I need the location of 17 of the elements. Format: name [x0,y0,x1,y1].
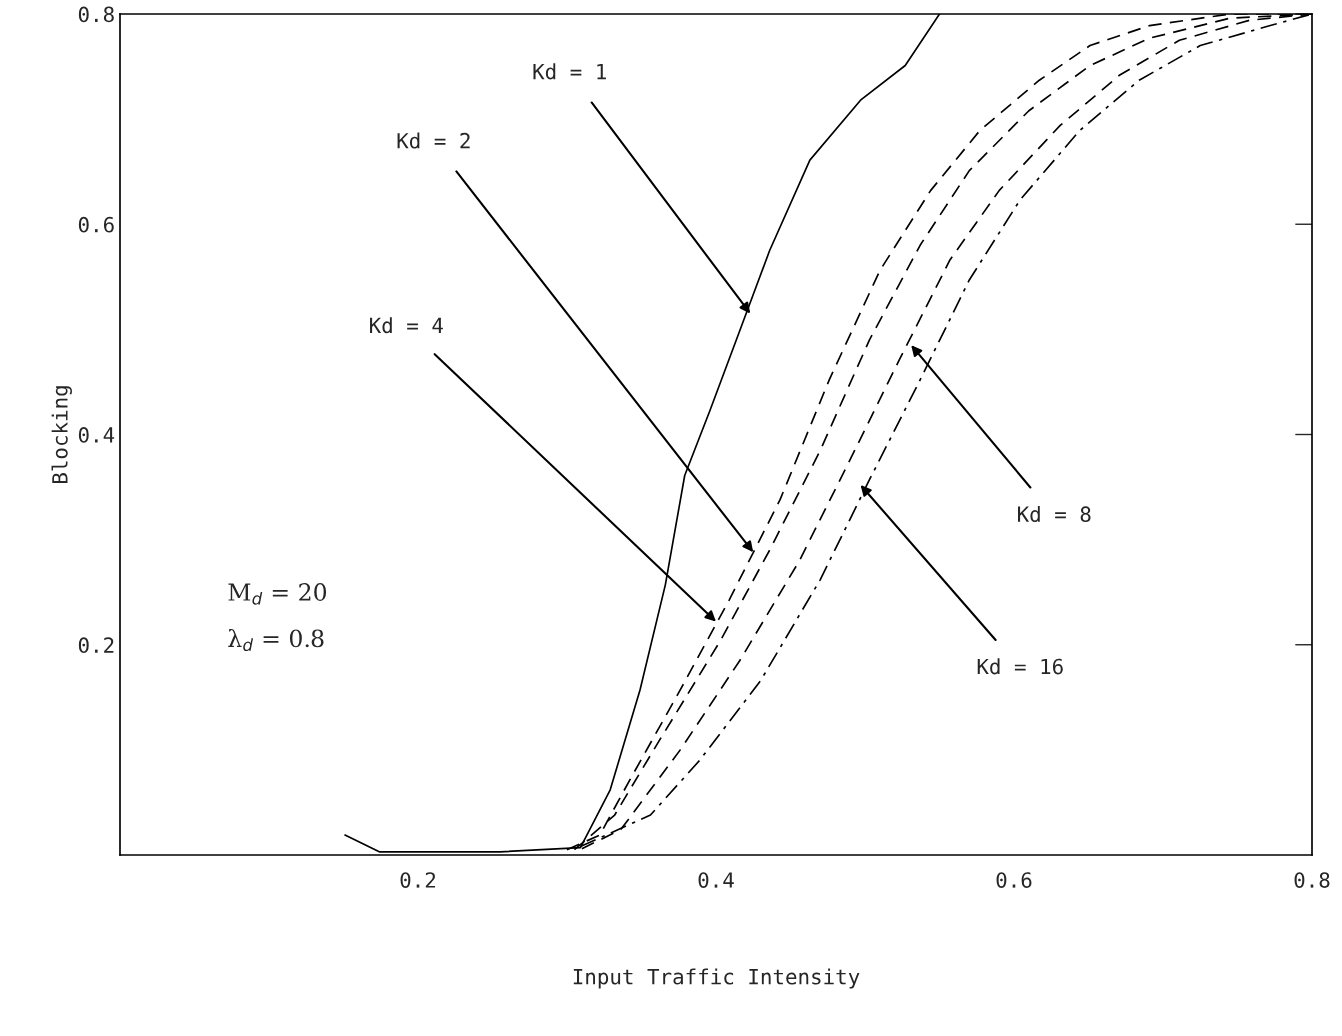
y-tick-label: 0.4 [78,427,115,443]
x-tick-label: 0.6 [996,872,1032,888]
annotation: M$_{d}$ = 20 [228,583,327,605]
annotation: Kd = 8 [1018,505,1091,523]
y-tick-label: 0.2 [78,637,114,654]
y-axis-title: Blocking [51,386,72,483]
annotation: Kd = 16 [977,658,1063,675]
annotation: λ$_{d}$ = 0.8 [228,628,324,652]
annotation: Kd = 1 [533,63,606,80]
y-tick-label: 0.6 [78,216,114,233]
x-axis-title: Input Traffic Intensity [573,968,860,989]
x-tick-label: 0.2 [400,872,436,888]
annotation: Kd = 2 [397,132,470,149]
annotation: Kd = 4 [370,317,443,334]
x-tick-label: 0.8 [1294,872,1330,888]
x-tick-label: 0.4 [698,872,734,888]
y-tick-label: 0.8 [78,6,114,23]
